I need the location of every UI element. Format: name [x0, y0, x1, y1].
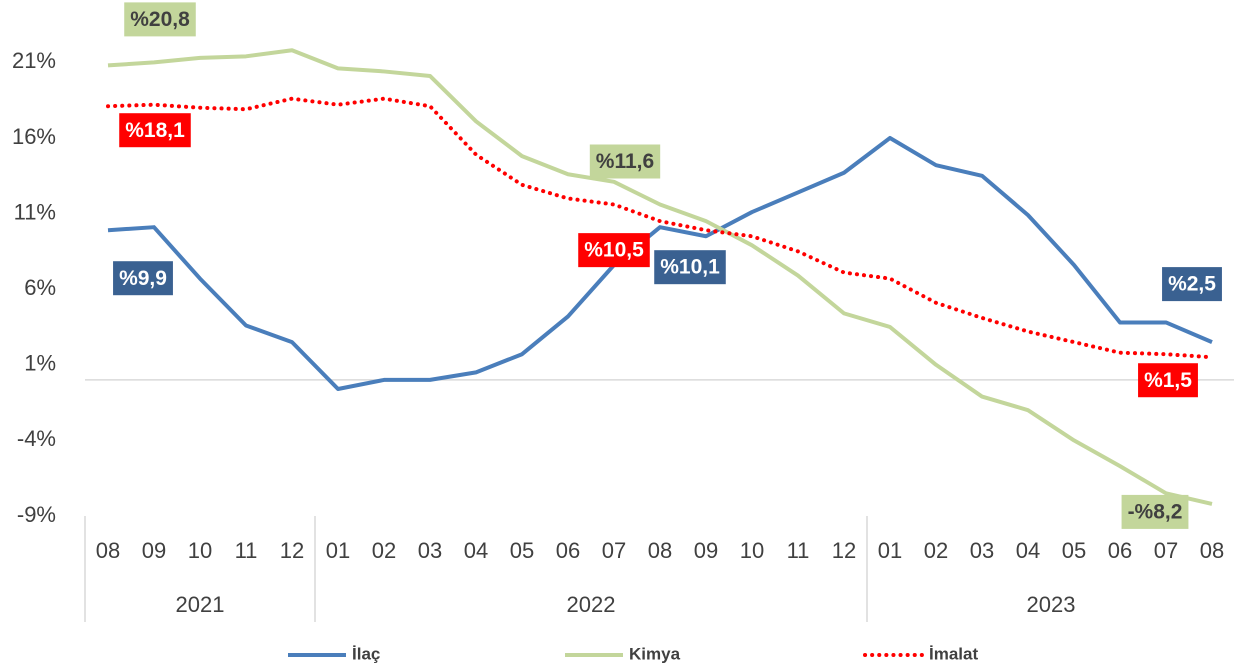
x-tick-label: 01	[326, 538, 350, 563]
series-line	[107, 48, 1213, 506]
x-tick-label: 04	[464, 538, 488, 563]
group-label: 2023	[1027, 592, 1076, 617]
x-tick-label: 03	[418, 538, 442, 563]
x-tick-label: 10	[740, 538, 764, 563]
value-label-box	[654, 250, 726, 285]
x-tick-label: 08	[1200, 538, 1224, 563]
x-tick-label: 08	[96, 538, 120, 563]
value-label-text: %18,1	[125, 119, 185, 142]
x-tick-label: 11	[787, 538, 810, 563]
y-tick-label: 6%	[24, 275, 56, 300]
value-label-text: %10,5	[584, 239, 644, 262]
y-tick-label: -4%	[17, 426, 56, 451]
series-line	[106, 96, 1214, 360]
x-tick-label: 01	[878, 538, 902, 563]
value-label: %1,5	[1138, 363, 1198, 398]
value-label: %2,5	[1162, 267, 1222, 302]
value-label-box	[113, 261, 173, 296]
y-tick-label: 1%	[24, 351, 56, 376]
legend-label: İmalat	[929, 644, 978, 663]
y-tick-label: -9%	[17, 502, 56, 527]
value-label-box	[1138, 363, 1198, 398]
value-label: %10,5	[578, 233, 650, 268]
value-label-box	[119, 113, 191, 148]
value-label-text: %1,5	[1144, 369, 1192, 392]
x-tick-label: 09	[142, 538, 166, 563]
legend-label: Kimya	[629, 644, 681, 663]
value-label-text: %11,6	[596, 150, 654, 173]
x-tick-label: 06	[556, 538, 580, 563]
y-tick-label: 16%	[12, 124, 56, 149]
x-tick-label: 07	[602, 538, 626, 563]
value-label-box	[1121, 494, 1189, 529]
legend-label: İlaç	[352, 644, 380, 663]
y-tick-label: 11%	[14, 199, 56, 224]
value-label-text: -%8,2	[1128, 500, 1183, 523]
x-tick-label: 06	[1108, 538, 1132, 563]
x-tick-label: 10	[188, 538, 212, 563]
value-label: %9,9	[113, 261, 173, 296]
value-label: %18,1	[119, 113, 191, 148]
group-label: 2021	[176, 592, 225, 617]
value-label: -%8,2	[1121, 494, 1189, 529]
value-label-text: %9,9	[119, 267, 167, 290]
value-label-box	[1162, 267, 1222, 302]
x-tick-label: 02	[924, 538, 948, 563]
x-tick-label: 04	[1016, 538, 1040, 563]
value-label: %10,1	[654, 250, 726, 285]
x-tick-label: 05	[1062, 538, 1086, 563]
value-label-box	[124, 2, 196, 37]
value-label-box	[578, 233, 650, 268]
x-tick-label: 05	[510, 538, 534, 563]
value-label-box	[589, 144, 661, 179]
x-tick-label: 08	[648, 538, 672, 563]
x-tick-label: 12	[832, 538, 856, 563]
value-label-text: %20,8	[130, 8, 190, 31]
value-label: %20,8	[124, 2, 196, 37]
series-line	[107, 135, 1213, 391]
x-tick-label: 09	[694, 538, 718, 563]
x-tick-label: 07	[1154, 538, 1178, 563]
x-tick-label: 12	[280, 538, 304, 563]
x-tick-label: 11	[235, 538, 258, 563]
x-tick-label: 02	[372, 538, 396, 563]
x-tick-label: 03	[970, 538, 994, 563]
group-label: 2022	[567, 592, 616, 617]
value-label-text: %2,5	[1168, 273, 1216, 296]
value-label: %11,6	[589, 144, 661, 179]
y-tick-label: 21%	[12, 48, 56, 73]
value-label-text: %10,1	[660, 256, 720, 279]
